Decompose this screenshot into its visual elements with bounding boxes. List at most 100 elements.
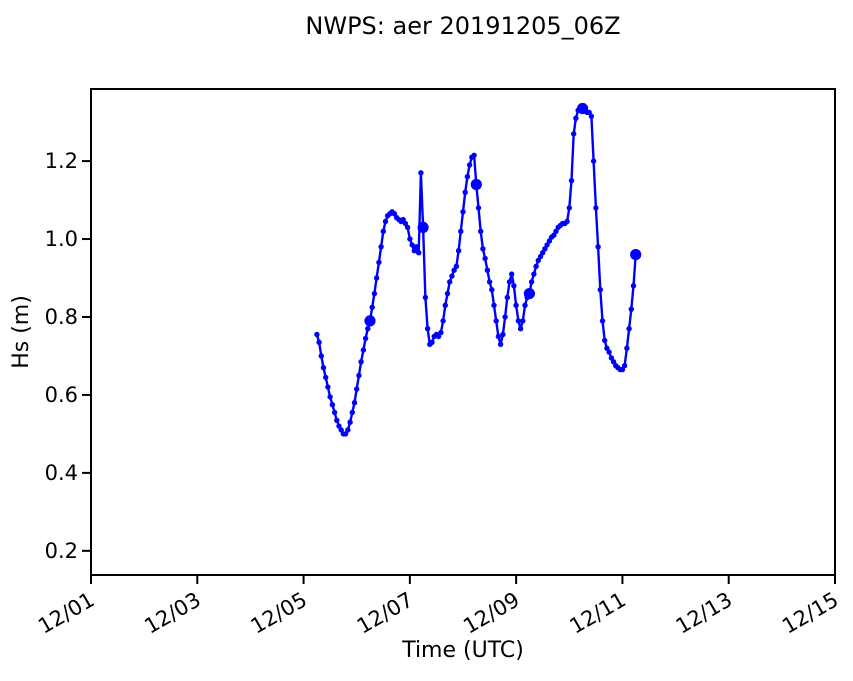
x-tick-label: 12/13	[672, 588, 736, 639]
data-point-marker	[453, 263, 460, 269]
data-point-marker	[345, 427, 351, 433]
data-point-marker	[533, 263, 539, 269]
x-axis-label: Time (UTC)	[401, 638, 524, 663]
data-point-marker	[378, 244, 384, 250]
data-point-marker	[517, 326, 524, 332]
data-point-marker	[404, 224, 411, 231]
data-point-marker	[435, 333, 442, 340]
data-point-marker	[571, 131, 577, 137]
data-point-marker	[325, 384, 331, 390]
data-point-marker	[440, 318, 446, 324]
data-point-marker	[511, 283, 517, 289]
data-point-marker	[442, 302, 448, 308]
data-point-marker	[522, 302, 528, 308]
data-point-marker	[502, 314, 508, 320]
data-point-marker	[495, 333, 502, 340]
data-point-marker	[478, 228, 484, 234]
data-point-marker	[376, 259, 382, 266]
daily-marker	[523, 288, 536, 300]
data-point-marker	[506, 279, 513, 285]
data-point-marker	[314, 331, 320, 338]
data-point-marker	[621, 363, 628, 369]
data-point-marker	[489, 287, 495, 293]
data-point-marker	[323, 374, 329, 381]
data-point-marker	[624, 345, 630, 351]
data-point-marker	[602, 337, 608, 344]
data-point-marker	[471, 152, 477, 158]
data-point-marker	[447, 279, 453, 285]
x-tick-label: 12/09	[459, 588, 523, 639]
data-point-marker	[418, 170, 424, 176]
y-tick-label: 0.2	[45, 539, 78, 563]
y-tick-label: 0.8	[45, 305, 78, 329]
x-tick-label: 12/01	[34, 588, 98, 639]
data-point-marker	[349, 409, 355, 416]
axes-spines	[90, 88, 836, 576]
data-point-marker	[513, 302, 519, 308]
daily-marker	[417, 221, 429, 233]
data-point-marker	[484, 267, 491, 273]
x-tick-label: 12/11	[566, 588, 630, 639]
data-point-marker	[331, 409, 338, 416]
data-point-marker	[500, 331, 506, 338]
data-point-marker	[382, 218, 389, 225]
data-point-marker	[520, 318, 526, 324]
data-point-marker	[466, 162, 473, 168]
data-point-marker	[597, 287, 603, 293]
data-point-marker	[358, 359, 364, 365]
x-tick-label: 12/03	[140, 588, 204, 639]
data-point-marker	[451, 267, 457, 273]
data-point-marker	[320, 365, 327, 371]
data-point-marker	[318, 353, 324, 359]
data-point-marker	[566, 205, 572, 211]
data-point-marker	[486, 279, 493, 285]
axes-box: 12/01 12/03 12/05 12/07 12/09 12/11 12/13 12/15…	[34, 88, 843, 639]
data-point-marker	[413, 244, 420, 250]
data-point-marker	[493, 318, 499, 324]
data-point-marker	[482, 255, 488, 262]
data-point-marker	[438, 329, 444, 336]
daily-marker	[630, 249, 642, 261]
data-point-marker	[497, 341, 504, 347]
data-point-marker	[531, 271, 537, 277]
data-point-marker	[449, 273, 455, 279]
data-point-marker	[362, 335, 369, 342]
x-tick-label: 12/15	[778, 588, 842, 639]
data-point-marker	[528, 279, 535, 285]
data-point-marker	[515, 318, 522, 324]
data-point-marker	[351, 400, 358, 406]
data-point-marker	[626, 326, 632, 332]
data-point-marker	[329, 402, 336, 408]
y-axis-label: Hs (m)	[9, 295, 34, 369]
data-point-marker	[424, 326, 431, 332]
data-point-marker	[455, 248, 462, 254]
data-point-marker	[356, 372, 362, 379]
hs-series	[314, 102, 642, 437]
data-point-marker	[460, 209, 466, 215]
data-point-marker	[458, 228, 464, 234]
data-point-marker	[504, 294, 510, 301]
data-point-marker	[409, 242, 415, 248]
daily-marker	[364, 315, 376, 327]
y-tick-label: 0.4	[45, 461, 78, 485]
data-point-marker	[327, 394, 333, 400]
data-point-marker	[588, 113, 595, 120]
data-point-marker	[509, 271, 515, 277]
data-point-marker	[422, 294, 429, 301]
data-point-marker	[373, 275, 380, 281]
data-point-marker	[573, 115, 579, 121]
daily-marker	[470, 178, 482, 191]
data-point-marker	[416, 250, 422, 256]
data-point-marker	[316, 339, 322, 345]
data-point-marker	[593, 205, 599, 211]
y-tick-label: 1.0	[45, 227, 78, 251]
data-point-marker	[595, 244, 601, 250]
data-point-marker	[630, 283, 637, 289]
data-point-marker	[444, 290, 451, 297]
data-point-marker	[606, 349, 612, 355]
data-point-marker	[347, 419, 353, 425]
data-point-marker	[380, 228, 386, 234]
data-point-marker	[429, 339, 435, 345]
data-point-marker	[590, 158, 597, 164]
